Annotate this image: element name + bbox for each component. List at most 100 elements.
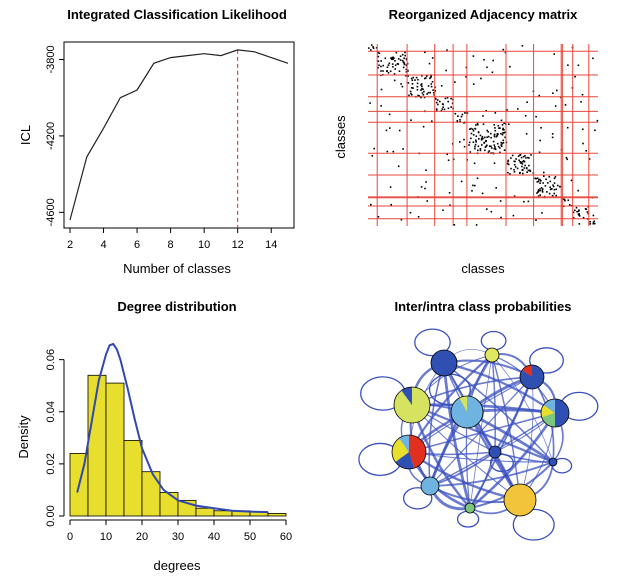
adjacency-dot [416,82,419,85]
adjacency-matrix-area [368,44,598,226]
adjacency-dot [538,151,541,154]
network-node-slice [395,452,415,469]
adjacency-dot [390,203,392,206]
adjacency-dot [506,162,509,165]
adjacency-dot [501,124,504,126]
adjacency-dot [408,94,410,97]
adjacency-dot [566,158,568,161]
adjacency-dot [380,105,382,107]
adjacency-dot [402,148,404,150]
adjacency-dot [396,63,399,65]
adjacency-dot [479,149,482,152]
degree-x-tick-label: 50 [244,531,256,543]
adjacency-dot [554,105,557,107]
adjacency-dot [490,145,492,148]
adjacency-dot [496,142,499,145]
degree-title: Degree distribution [117,299,236,314]
adjacency-dot [422,88,424,91]
adjacency-dot [371,155,374,157]
adjacency-dot [405,68,408,71]
adjacency-dot [596,119,599,122]
adjacency-dot [484,136,486,139]
adjacency-dot [592,57,594,60]
adjacency-dot [538,94,540,97]
adjacency-dot [387,72,390,74]
adjacency-dot [493,162,496,164]
adjacency-dot [576,210,578,213]
adjacency-dot [389,186,392,188]
adjacency-dot [548,175,550,178]
adjacency-dot [427,85,430,87]
adjacency-dot [386,66,389,68]
network-self-loop [402,487,433,510]
adjacency-dot [539,194,541,196]
adjacency-dot [416,85,419,88]
adjacency-dot [432,89,434,91]
adjacency-dot [495,187,497,189]
adjacency-dot [388,62,391,65]
adjacency-dot [558,185,561,188]
adjacency-dot [503,131,505,134]
adjacency-dot [447,159,450,161]
icl-plot-frame [63,41,295,229]
adjacency-dot [543,175,545,177]
adjacency-dot [493,133,496,136]
adjacency-dot [592,222,595,225]
adjacency-dot [500,141,503,144]
adjacency-dot [565,156,568,159]
adjacency-dot [422,125,425,128]
adjacency-dot [420,89,422,91]
adjacency-dot [543,171,545,174]
adjacency-dot [397,165,400,168]
adjacency-dot [382,64,384,67]
network-self-loop [456,510,480,528]
adjacency-y-label: classes [333,115,348,159]
adjacency-dot [490,210,493,213]
adjacency-dot [377,55,380,58]
adjacency-dot [480,137,483,140]
adjacency-dot [420,186,423,188]
adjacency-dot [475,224,478,226]
adjacency-dot [537,180,540,183]
network-node [430,349,458,377]
degree-bar [195,507,215,517]
adjacency-dot [403,57,405,60]
adjacency-dot [378,64,380,67]
adjacency-dot [416,89,419,91]
adjacency-dot [392,66,394,68]
network-edge [429,461,554,487]
adjacency-dot [507,160,509,163]
adjacency-dot [523,160,526,163]
adjacency-dot [502,127,504,130]
adjacency-dot [426,200,428,202]
adjacency-dot [500,119,503,122]
adjacency-dot [507,171,509,174]
adjacency-dot [384,57,387,60]
adjacency-dot [480,77,482,80]
adjacency-dot [564,199,566,202]
adjacency-dot [465,76,467,78]
degree-x-tick-label: 10 [100,531,112,543]
adjacency-dot [437,103,439,106]
adjacency-dot [510,157,512,159]
adjacency-dot [556,89,558,92]
network-edge [469,376,533,509]
adjacency-dot [442,209,444,211]
adjacency-dot [470,127,472,130]
adjacency-dot [574,209,576,212]
adjacency-dot [556,184,559,187]
adjacency-dot [392,150,395,153]
adjacency-dot [403,63,406,66]
icl-x-tick-label: 14 [265,239,277,251]
adjacency-dot [520,162,522,164]
adjacency-dot [420,84,422,86]
adjacency-dot [549,188,552,191]
adjacency-dot [470,137,472,140]
adjacency-dot [510,167,512,170]
adjacency-dot [553,182,556,184]
adjacency-dot [580,101,582,103]
adjacency-dot [420,83,423,85]
adjacency-dot [421,75,423,77]
adjacency-dot [589,221,591,223]
adjacency-dot [589,223,592,225]
